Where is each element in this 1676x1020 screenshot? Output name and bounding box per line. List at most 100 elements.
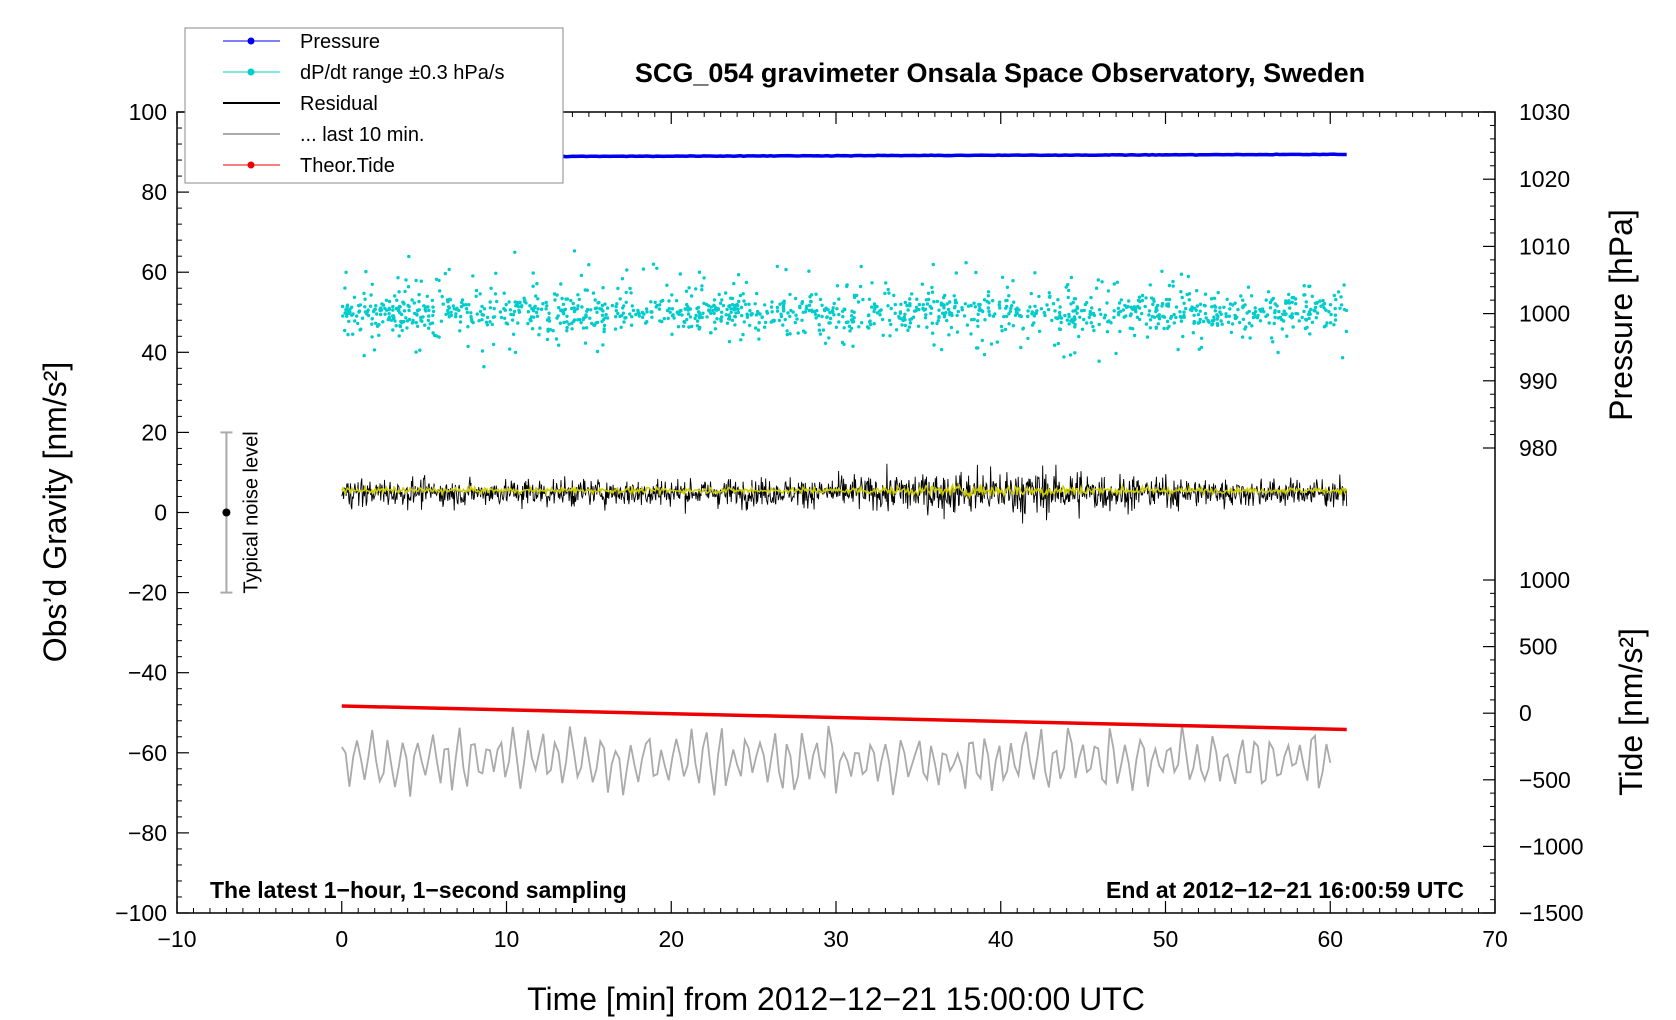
dpdt-point bbox=[1097, 359, 1101, 363]
dpdt-point bbox=[438, 289, 442, 293]
dpdt-point bbox=[655, 266, 659, 270]
dpdt-point bbox=[1072, 315, 1077, 319]
dpdt-point bbox=[395, 298, 399, 302]
dpdt-point bbox=[565, 297, 570, 301]
dpdt-point bbox=[1190, 305, 1194, 309]
dpdt-point bbox=[1105, 330, 1110, 334]
dpdt-point bbox=[600, 303, 605, 308]
pressure-tick-label: 1010 bbox=[1519, 233, 1570, 259]
dpdt-point bbox=[827, 321, 831, 325]
dpdt-point bbox=[725, 307, 729, 312]
dpdt-point bbox=[750, 312, 754, 316]
dpdt-point bbox=[986, 294, 991, 298]
dpdt-point bbox=[1288, 306, 1292, 310]
dpdt-point bbox=[1258, 319, 1263, 323]
dpdt-point bbox=[655, 303, 659, 308]
dpdt-point bbox=[721, 303, 726, 308]
dpdt-point bbox=[981, 309, 985, 314]
dpdt-point bbox=[690, 324, 694, 329]
dpdt-point bbox=[1057, 327, 1062, 331]
dpdt-point bbox=[1310, 320, 1315, 324]
dpdt-point bbox=[418, 348, 422, 352]
dpdt-point bbox=[1176, 347, 1180, 352]
dpdt-point bbox=[955, 313, 959, 318]
dpdt-point bbox=[713, 320, 717, 324]
dpdt-point bbox=[454, 312, 458, 316]
dpdt-point bbox=[900, 323, 904, 327]
dpdt-point bbox=[417, 292, 421, 297]
dpdt-point bbox=[730, 296, 735, 301]
dpdt-point bbox=[681, 324, 686, 328]
dpdt-point bbox=[1005, 304, 1009, 309]
dpdt-point bbox=[755, 291, 759, 296]
dpdt-point bbox=[709, 311, 713, 315]
dpdt-point bbox=[660, 319, 664, 324]
dpdt-point bbox=[1307, 310, 1312, 314]
dpdt-point bbox=[1067, 315, 1071, 319]
noise-bar-center bbox=[222, 508, 231, 517]
dpdt-point bbox=[1321, 298, 1325, 303]
dpdt-point bbox=[820, 314, 824, 319]
dpdt-point bbox=[1273, 310, 1277, 315]
dpdt-point bbox=[924, 313, 928, 317]
dpdt-point bbox=[1328, 321, 1333, 325]
tide-series bbox=[341, 704, 1347, 732]
dpdt-point bbox=[683, 307, 687, 311]
dpdt-point bbox=[740, 313, 744, 318]
dpdt-point bbox=[503, 316, 507, 320]
dpdt-point bbox=[1090, 306, 1094, 310]
dpdt-point bbox=[1273, 315, 1277, 320]
axes-ticks: −10 0 10 20 30 40 50 60 70−100−80−60−40−20020406… bbox=[115, 99, 1583, 952]
dpdt-point bbox=[1327, 310, 1331, 314]
dpdt-point bbox=[1033, 304, 1037, 308]
y-tick-label: −80 bbox=[128, 820, 167, 846]
dpdt-point bbox=[687, 325, 691, 329]
dpdt-point bbox=[704, 302, 709, 306]
dpdt-point bbox=[593, 298, 597, 302]
dpdt-point bbox=[594, 321, 598, 325]
dpdt-point bbox=[446, 308, 450, 313]
dpdt-point bbox=[563, 307, 568, 311]
dpdt-point bbox=[1079, 309, 1084, 313]
dpdt-point bbox=[1124, 314, 1128, 318]
dpdt-point bbox=[1213, 304, 1217, 308]
dpdt-point bbox=[875, 311, 879, 315]
dpdt-point bbox=[475, 312, 479, 316]
dpdt-point bbox=[771, 318, 775, 323]
dpdt-point bbox=[907, 325, 912, 329]
dpdt-point bbox=[1192, 321, 1196, 325]
dpdt-point bbox=[587, 263, 591, 267]
dpdt-point bbox=[1112, 309, 1116, 313]
dpdt-point bbox=[370, 317, 374, 321]
dpdt-point bbox=[1030, 323, 1035, 327]
dpdt-point bbox=[1209, 297, 1214, 301]
dpdt-point bbox=[908, 302, 912, 306]
dpdt-point bbox=[926, 291, 931, 295]
dpdt-point bbox=[1112, 282, 1117, 286]
dpdt-point bbox=[425, 294, 429, 298]
dpdt-point bbox=[1247, 309, 1251, 314]
dpdt-point bbox=[393, 294, 397, 298]
dpdt-point bbox=[1290, 296, 1294, 300]
dpdt-point bbox=[529, 319, 533, 323]
dpdt-point bbox=[1117, 301, 1122, 305]
dpdt-point bbox=[400, 328, 404, 333]
dpdt-point bbox=[1230, 322, 1235, 326]
dpdt-point bbox=[977, 303, 981, 308]
dpdt-point bbox=[727, 339, 732, 344]
dpdt-point bbox=[1218, 310, 1222, 314]
dpdt-point bbox=[1053, 309, 1057, 313]
dpdt-point bbox=[1287, 301, 1292, 305]
dpdt-point bbox=[724, 313, 728, 317]
dpdt-point bbox=[1032, 314, 1037, 318]
dpdt-point bbox=[1264, 298, 1268, 302]
dpdt-point bbox=[1268, 306, 1273, 310]
dpdt-point bbox=[622, 304, 626, 308]
dpdt-point bbox=[445, 298, 450, 302]
dpdt-point bbox=[818, 332, 823, 336]
dpdt-point bbox=[505, 322, 510, 326]
dpdt-point bbox=[391, 317, 396, 321]
dpdt-point bbox=[789, 308, 793, 313]
dpdt-point bbox=[344, 307, 349, 312]
dpdt-point bbox=[1053, 343, 1057, 347]
